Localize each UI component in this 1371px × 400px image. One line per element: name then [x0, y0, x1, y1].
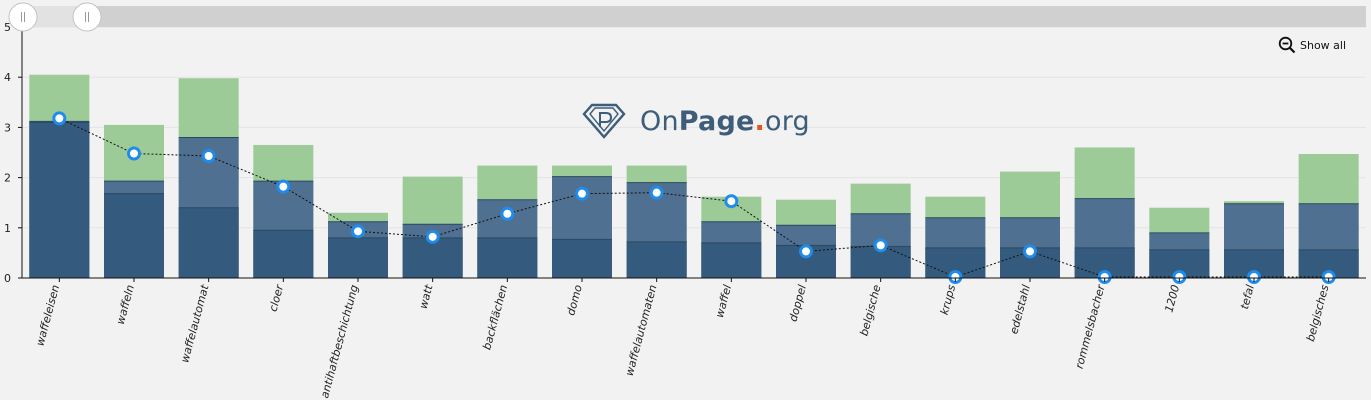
data-point [724, 194, 739, 209]
show-all-label: Show all [1300, 38, 1347, 52]
data-point [425, 229, 440, 244]
x-tick-label: tefal [1238, 283, 1257, 310]
x-tick-label: waffeleisen [33, 283, 62, 347]
x-tick-label: waffeln [114, 283, 137, 325]
data-point [1097, 269, 1112, 284]
logo-text-page: Page [678, 105, 755, 137]
data-point [873, 238, 888, 253]
bar-dark [104, 193, 164, 278]
bar-dark [552, 239, 612, 278]
x-tick-label: waffelautomat [178, 283, 211, 364]
bar-dark [178, 207, 239, 278]
data-point [948, 269, 963, 284]
data-point [1023, 244, 1037, 259]
x-tick-label: krups [938, 283, 959, 316]
x-tick-label: domo [564, 283, 585, 317]
bar-dark [701, 242, 762, 278]
data-point [1172, 269, 1187, 284]
bar-dark [402, 237, 463, 278]
y-axis: 0 1 2 3 4 5 [4, 21, 23, 285]
y-tick-label: 1 [4, 222, 11, 235]
slider-handle[interactable] [8, 2, 38, 32]
bar-dark [29, 122, 90, 278]
data-point [52, 111, 67, 126]
x-tick-label: cloer [267, 282, 287, 313]
logo-text-on: On [640, 105, 679, 137]
x-tick-label: edelstahl [1007, 283, 1033, 335]
slider-handle[interactable] [72, 2, 102, 32]
x-tick-label: doppel [787, 283, 809, 323]
trend-line [59, 117, 1329, 278]
data-point [500, 206, 515, 221]
onpage-logo: On Page. org [582, 103, 810, 139]
data-point [575, 186, 589, 201]
x-tick-label: antihaftbeschichtung [318, 283, 361, 399]
diamond-logo-icon [582, 103, 626, 139]
data-point [201, 149, 216, 164]
y-tick-label: 0 [4, 272, 11, 285]
range-slider[interactable] [8, 2, 1366, 32]
bar-dark [477, 237, 538, 278]
x-tick-label: 1200 [1162, 283, 1182, 313]
bar-dark [253, 230, 314, 278]
data-point [351, 224, 365, 239]
data-point [649, 185, 664, 200]
x-tick-label: waffel [713, 283, 734, 319]
slider-selection[interactable] [22, 6, 88, 27]
y-tick-label: 2 [4, 172, 11, 185]
data-point [127, 146, 141, 161]
points [52, 111, 1336, 284]
y-tick-label: 5 [4, 21, 11, 34]
zoom-out-icon [1278, 36, 1296, 54]
x-tick-label: belgisches [1304, 283, 1332, 343]
data-point [276, 179, 291, 194]
y-tick-label: 3 [4, 121, 11, 134]
x-tick-label: waffelautomaten [623, 283, 660, 377]
x-tick-label: backflächen [480, 283, 510, 351]
bar-dark [626, 241, 687, 278]
data-point [1321, 269, 1336, 284]
logo-dot: . [754, 105, 765, 137]
y-tick-label: 4 [4, 71, 11, 84]
data-point [799, 244, 813, 259]
slider-track [22, 6, 1366, 27]
x-tick-label: rommelsbacher [1073, 282, 1108, 370]
x-tick-label: watt [417, 283, 436, 311]
show-all-button[interactable]: Show all [1278, 35, 1346, 55]
bars [29, 74, 1359, 278]
bar-dark [328, 237, 388, 278]
data-point [1247, 269, 1261, 284]
trend-line-path [59, 117, 1329, 278]
logo-text-org: org [764, 105, 810, 137]
x-axis: waffeleisen waffeln waffelautomat cloer anti… [22, 277, 1366, 400]
x-tick-label: belgische [857, 283, 883, 337]
